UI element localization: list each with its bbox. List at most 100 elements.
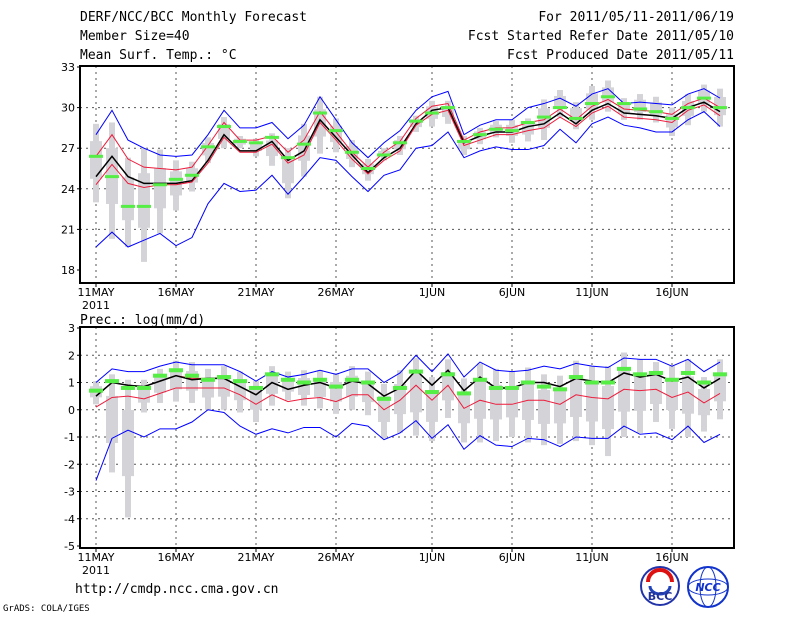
marker-point xyxy=(681,106,695,110)
series-min-line xyxy=(95,409,721,481)
marker-point xyxy=(185,173,199,177)
marker-point xyxy=(665,116,679,120)
ensemble-box xyxy=(554,390,566,424)
ensemble-box xyxy=(266,140,278,157)
series-mean-line xyxy=(95,101,721,185)
marker-point xyxy=(265,135,279,139)
marker-point xyxy=(345,150,359,154)
marker-point xyxy=(489,385,503,390)
ensemble-box xyxy=(490,384,502,420)
x-tick-label: 16JUN xyxy=(655,286,689,299)
marker-point xyxy=(681,370,695,375)
marker-point xyxy=(441,106,455,110)
ensemble-box xyxy=(394,140,406,150)
ensemble-box xyxy=(426,391,438,422)
ensemble-box xyxy=(682,376,694,414)
marker-point xyxy=(553,106,567,110)
marker-point xyxy=(457,139,471,143)
y-tick-label: 33 xyxy=(61,61,75,74)
marker-point xyxy=(217,125,231,129)
marker-point xyxy=(297,142,311,146)
ensemble-box xyxy=(170,369,182,390)
marker-point xyxy=(505,385,519,390)
x-tick-label: 11MAY xyxy=(78,551,115,564)
ensemble-box xyxy=(154,168,166,209)
ensemble-box xyxy=(250,142,262,152)
x-tick-label: 11JUN xyxy=(575,286,609,299)
x-tick-label: 11JUN xyxy=(575,551,609,564)
marker-point xyxy=(137,385,151,390)
forecast-period: For 2011/05/11-2011/06/19 xyxy=(538,10,734,25)
marker-point xyxy=(281,156,295,160)
marker-point xyxy=(201,377,215,382)
marker-point xyxy=(233,379,247,384)
marker-point xyxy=(185,373,199,378)
y-tick-label: 24 xyxy=(61,183,75,196)
ensemble-box xyxy=(570,378,582,417)
grads-credit: GrADS: COLA/IGES xyxy=(3,604,90,614)
y-tick-label: 3 xyxy=(68,322,75,335)
x-tick-label: 6JUN xyxy=(499,286,526,299)
marker-point xyxy=(409,119,423,123)
marker-point xyxy=(329,129,343,133)
ensemble-box xyxy=(378,395,390,423)
ensemble-box xyxy=(698,389,710,416)
marker-point xyxy=(601,95,615,99)
bottom-panel-title: Prec.: log(mm/d) xyxy=(80,313,206,328)
series-max-line xyxy=(95,353,721,384)
y-tick-label: 27 xyxy=(61,142,75,155)
ensemble-box xyxy=(122,177,134,221)
marker-point xyxy=(137,204,151,208)
source-url[interactable]: http://cmdp.ncc.cma.gov.cn xyxy=(75,582,279,597)
member-size: Member Size=40 xyxy=(80,29,190,44)
ensemble-box xyxy=(442,372,454,401)
ensemble-box xyxy=(154,376,166,393)
marker-point xyxy=(233,139,247,143)
marker-point xyxy=(585,380,599,385)
marker-point xyxy=(313,377,327,382)
marker-point xyxy=(409,369,423,374)
plot-frame xyxy=(79,65,735,284)
marker-point xyxy=(697,96,711,100)
marker-point xyxy=(249,385,263,390)
marker-point xyxy=(537,115,551,119)
marker-point xyxy=(121,385,135,390)
y-tick-label: 30 xyxy=(61,102,75,115)
marker-point xyxy=(105,379,119,384)
marker-point xyxy=(665,377,679,382)
x-year-label: 2011 xyxy=(82,299,110,312)
marker-point xyxy=(153,373,167,378)
marker-point xyxy=(489,127,503,131)
x-tick-label: 16JUN xyxy=(655,551,689,564)
y-tick-label: 0 xyxy=(68,404,75,417)
ensemble-box xyxy=(666,379,678,411)
ensemble-box xyxy=(218,375,230,397)
marker-point xyxy=(313,111,327,115)
marker-point xyxy=(633,107,647,111)
ensemble-box xyxy=(506,385,518,418)
marker-point xyxy=(425,390,439,395)
marker-point xyxy=(393,141,407,145)
marker-point xyxy=(457,391,471,396)
marker-point xyxy=(697,380,711,385)
ensemble-box xyxy=(618,371,630,412)
marker-point xyxy=(169,368,183,373)
ensemble-box xyxy=(602,385,614,430)
marker-point xyxy=(361,380,375,385)
marker-point xyxy=(121,204,135,208)
marker-point xyxy=(521,380,535,385)
ensemble-box xyxy=(410,375,422,413)
ensemble-box xyxy=(586,383,598,422)
marker-point xyxy=(649,110,663,114)
marker-point xyxy=(553,387,567,392)
series-max-line xyxy=(95,88,721,159)
marker-point xyxy=(169,177,183,181)
fcst-started-date: Fcst Started Refer Date 2011/05/10 xyxy=(467,29,734,44)
marker-point xyxy=(713,372,727,377)
x-tick-label: 6JUN xyxy=(499,551,526,564)
series-lower-line xyxy=(95,104,721,188)
marker-point xyxy=(393,385,407,390)
marker-point xyxy=(473,133,487,137)
